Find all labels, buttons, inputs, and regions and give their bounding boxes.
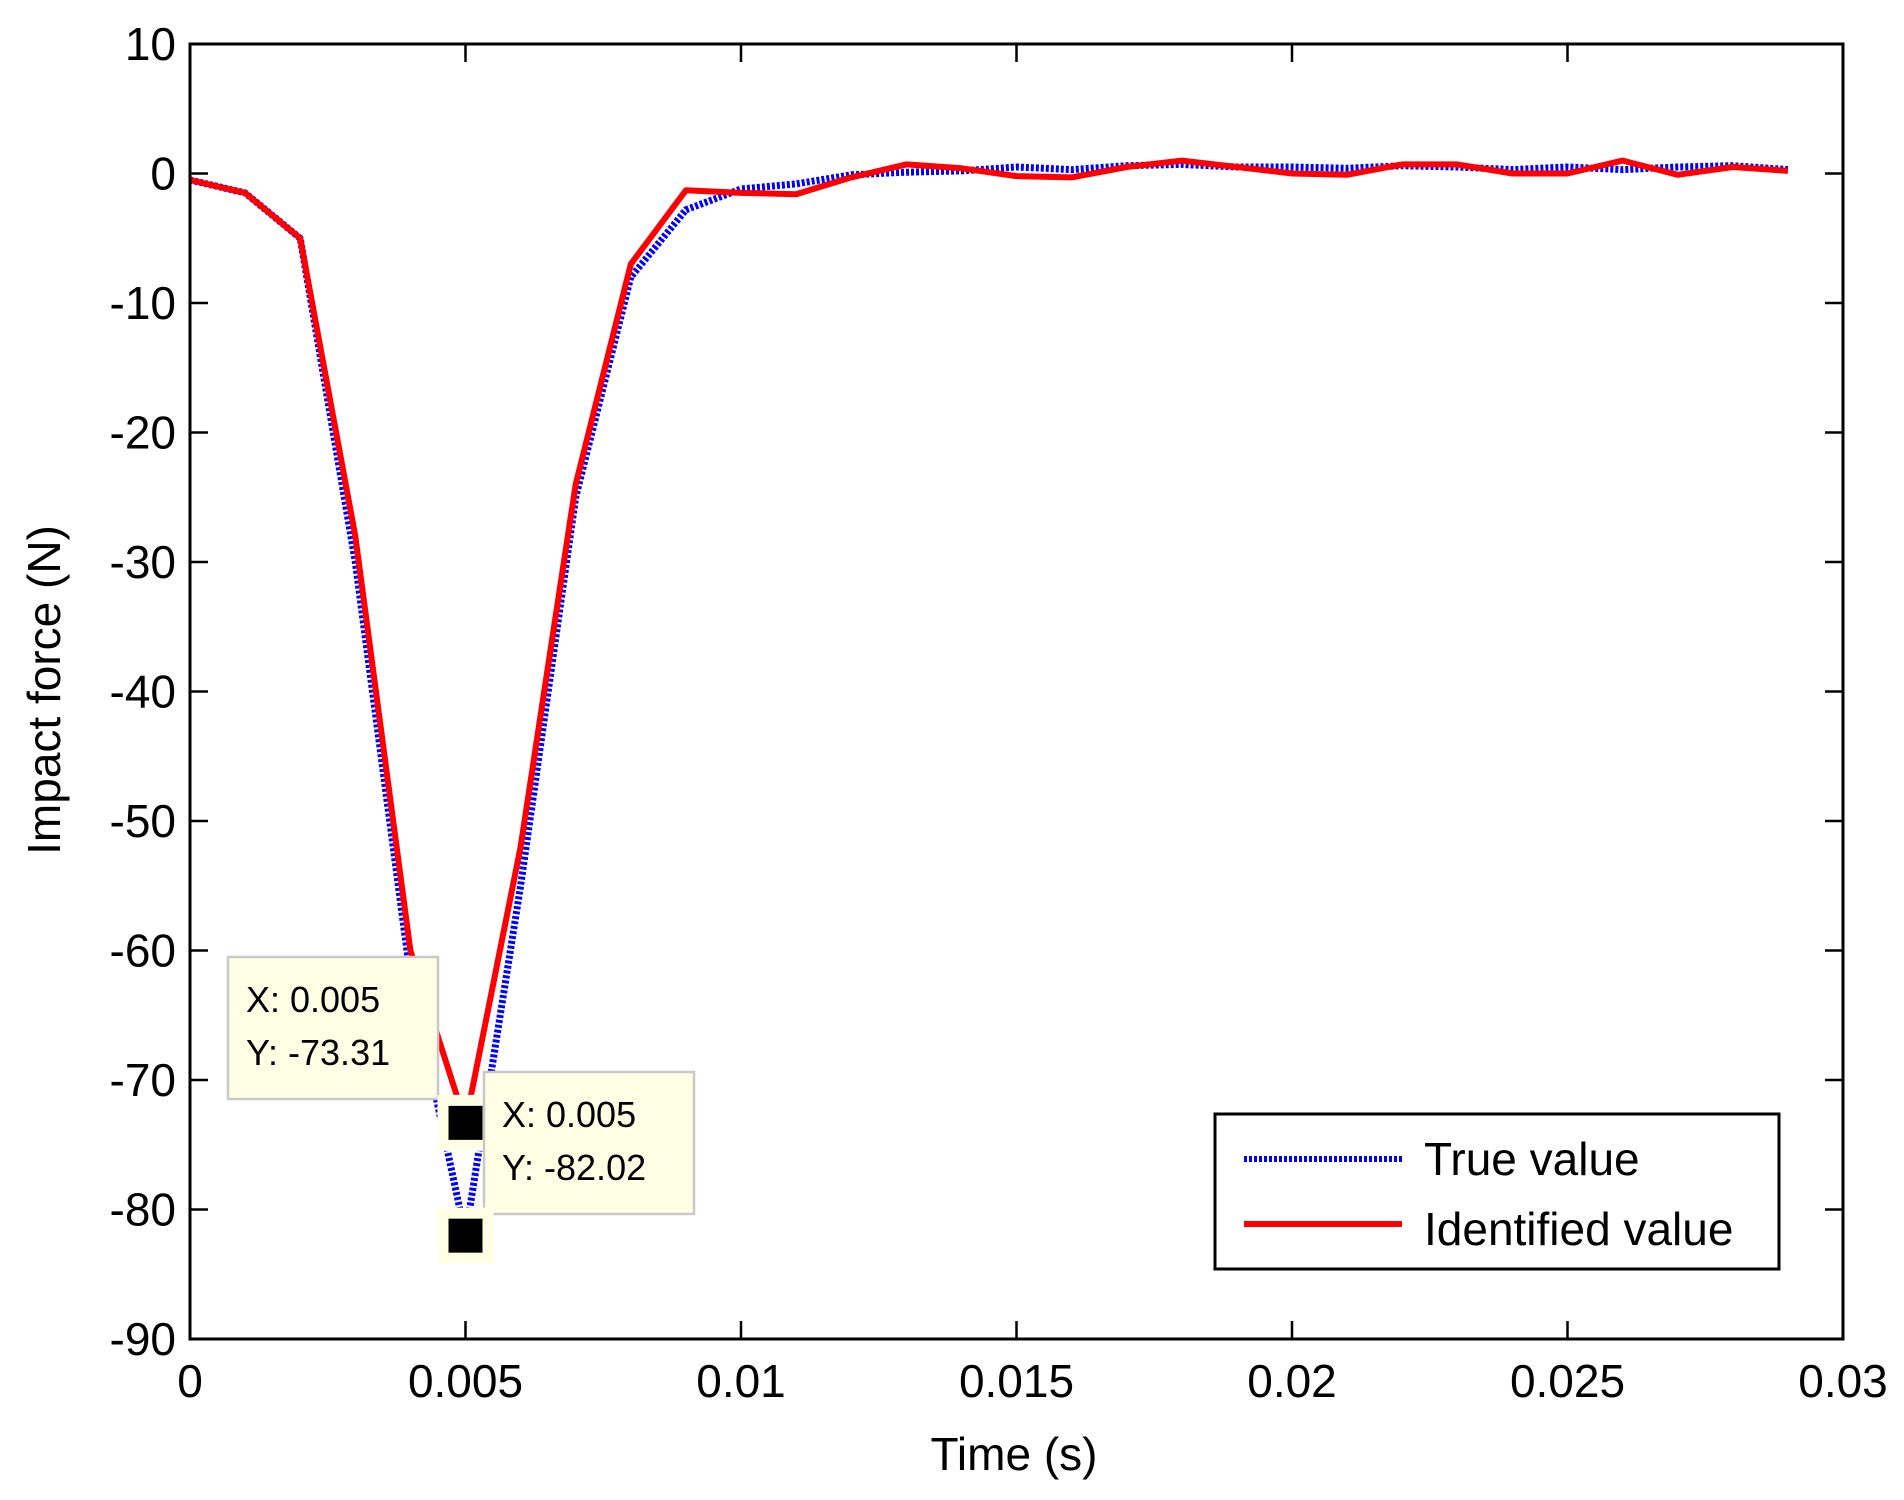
y-tick-label: -10 bbox=[110, 277, 176, 329]
datatip-marker bbox=[448, 1218, 483, 1253]
datatip-x-value: X: 0.005 bbox=[246, 979, 380, 1020]
series-line-true-value bbox=[189, 160, 1789, 1240]
y-tick-label: -40 bbox=[110, 666, 176, 718]
x-axis-title: Time (s) bbox=[931, 1428, 1098, 1480]
x-tick-label: 0.03 bbox=[1798, 1355, 1888, 1407]
legend-label-identified-value: Identified value bbox=[1424, 1203, 1733, 1255]
x-tick-label: 0 bbox=[177, 1355, 203, 1407]
x-axis-ticks: 0 0.005 0.01 0.015 0.02 0.025 0.03 bbox=[177, 44, 1888, 1407]
y-axis-title: Impact force (N) bbox=[18, 525, 70, 855]
datatips: X: 0.005 Y: -73.31 X: 0.005 Y: -82.02 bbox=[226, 955, 696, 1264]
y-tick-label: 10 bbox=[125, 18, 176, 70]
y-axis-ticks: 10 0 -10 -20 -30 -40 -50 -60 -70 -80 -90 bbox=[110, 18, 1843, 1365]
y-tick-label: -70 bbox=[110, 1054, 176, 1106]
y-tick-label: -60 bbox=[110, 925, 176, 977]
series-line-identified-value bbox=[189, 157, 1789, 1126]
y-tick-label: 0 bbox=[150, 148, 176, 200]
x-tick-label: 0.005 bbox=[408, 1355, 523, 1407]
legend-box bbox=[1213, 1112, 1781, 1271]
y-tick-label: -90 bbox=[110, 1313, 176, 1365]
x-tick-label: 0.025 bbox=[1510, 1355, 1625, 1407]
legend-label-true-value: True value bbox=[1424, 1133, 1640, 1185]
y-tick-label: -20 bbox=[110, 407, 176, 459]
x-tick-label: 0.01 bbox=[696, 1355, 786, 1407]
datatip-box bbox=[482, 1070, 696, 1216]
datatip-y-value: Y: -73.31 bbox=[246, 1032, 390, 1073]
datatip-marker bbox=[448, 1105, 483, 1140]
datatip-x-value: X: 0.005 bbox=[502, 1094, 636, 1135]
y-tick-label: -30 bbox=[110, 536, 176, 588]
series-layer bbox=[189, 157, 1789, 1240]
plot-frame bbox=[188, 42, 1845, 1341]
datatip-box bbox=[226, 955, 440, 1101]
y-tick-label: -50 bbox=[110, 795, 176, 847]
y-tick-label: -80 bbox=[110, 1184, 176, 1236]
legend: True value Identified value bbox=[1213, 1112, 1781, 1271]
datatip-y-value: Y: -82.02 bbox=[502, 1147, 646, 1188]
x-tick-label: 0.02 bbox=[1247, 1355, 1337, 1407]
x-tick-label: 0.015 bbox=[959, 1355, 1074, 1407]
